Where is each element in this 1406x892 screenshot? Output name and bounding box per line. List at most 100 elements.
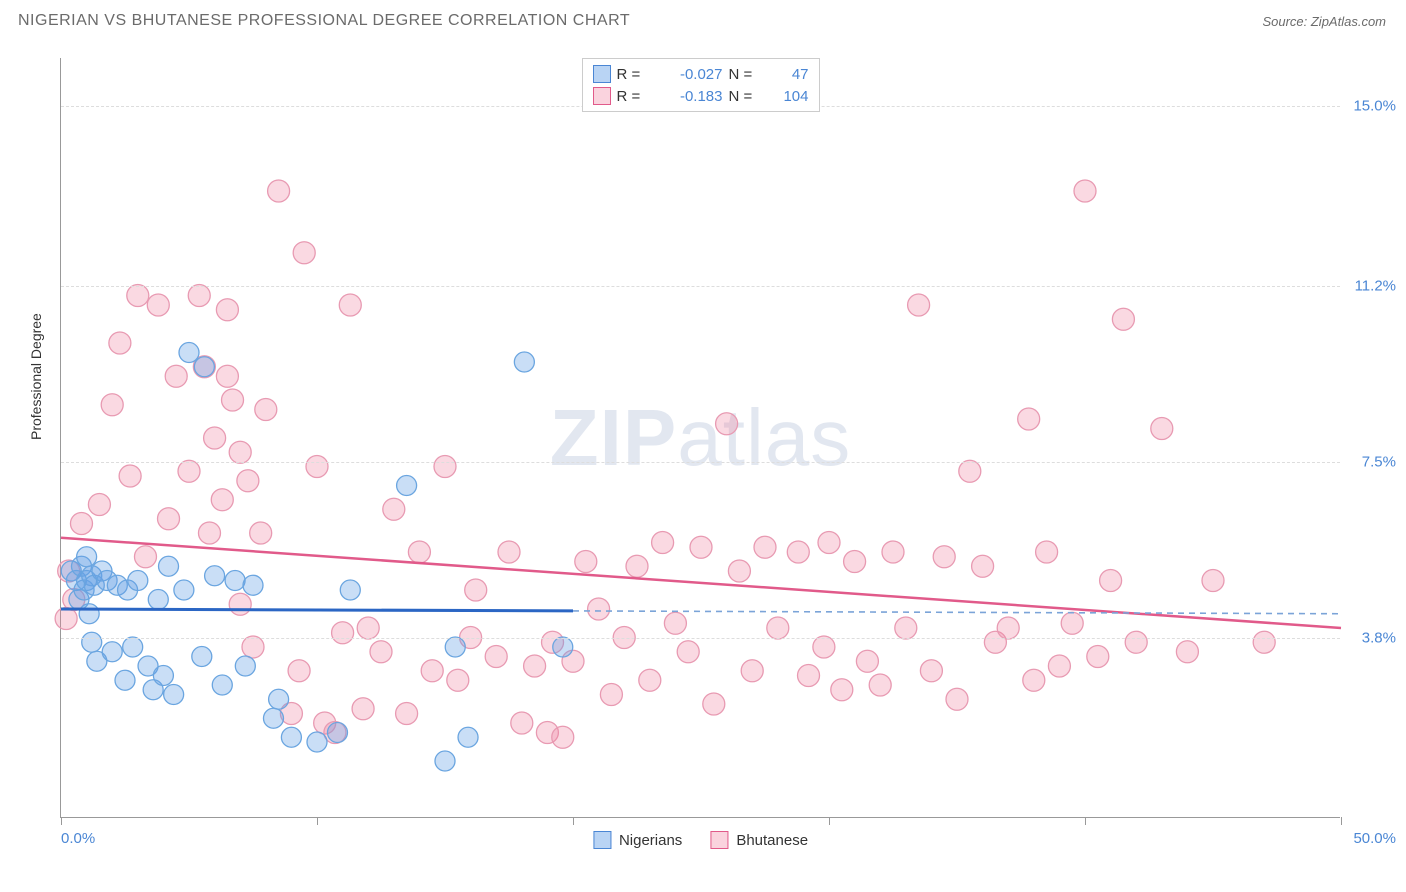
point-bhutanese: [127, 285, 149, 307]
point-bhutanese: [1151, 418, 1173, 440]
point-nigerians: [340, 580, 360, 600]
point-bhutanese: [626, 555, 648, 577]
point-bhutanese: [844, 551, 866, 573]
point-bhutanese: [288, 660, 310, 682]
point-bhutanese: [188, 285, 210, 307]
point-bhutanese: [787, 541, 809, 563]
point-nigerians: [164, 685, 184, 705]
point-bhutanese: [690, 536, 712, 558]
point-bhutanese: [1036, 541, 1058, 563]
point-bhutanese: [119, 465, 141, 487]
point-bhutanese: [767, 617, 789, 639]
point-bhutanese: [222, 389, 244, 411]
point-nigerians: [115, 670, 135, 690]
point-bhutanese: [237, 470, 259, 492]
point-bhutanese: [511, 712, 533, 734]
legend-item-bhutanese: Bhutanese: [710, 831, 808, 849]
point-nigerians: [82, 632, 102, 652]
point-bhutanese: [408, 541, 430, 563]
source-attribution: Source: ZipAtlas.com: [1262, 14, 1386, 29]
point-nigerians: [553, 637, 573, 657]
point-bhutanese: [158, 508, 180, 530]
point-bhutanese: [1253, 631, 1275, 653]
point-bhutanese: [798, 665, 820, 687]
point-bhutanese: [211, 489, 233, 511]
point-bhutanese: [856, 650, 878, 672]
x-tick: [61, 817, 62, 825]
point-bhutanese: [465, 579, 487, 601]
point-nigerians: [269, 689, 289, 709]
point-bhutanese: [332, 622, 354, 644]
point-bhutanese: [293, 242, 315, 264]
y-tick-label: 7.5%: [1362, 453, 1396, 470]
legend-row-nigerians: R = -0.027 N = 47: [593, 63, 809, 85]
point-bhutanese: [869, 674, 891, 696]
point-bhutanese: [250, 522, 272, 544]
point-nigerians: [123, 637, 143, 657]
n-value-bhutanese: 104: [771, 88, 809, 105]
point-nigerians: [205, 566, 225, 586]
point-bhutanese: [396, 703, 418, 725]
point-bhutanese: [524, 655, 546, 677]
r-value-bhutanese: -0.183: [659, 88, 723, 105]
x-tick: [829, 817, 830, 825]
point-bhutanese: [639, 669, 661, 691]
point-nigerians: [235, 656, 255, 676]
swatch-blue-icon: [593, 65, 611, 83]
point-bhutanese: [1023, 669, 1045, 691]
plot-area: ZIPatlas R = -0.027 N = 47 R = -0.183 N …: [60, 58, 1340, 818]
r-value-nigerians: -0.027: [659, 66, 723, 83]
y-tick-label: 15.0%: [1353, 97, 1396, 114]
point-bhutanese: [216, 299, 238, 321]
point-bhutanese: [600, 684, 622, 706]
point-nigerians: [159, 556, 179, 576]
chart-title: NIGERIAN VS BHUTANESE PROFESSIONAL DEGRE…: [18, 12, 630, 30]
point-nigerians: [148, 590, 168, 610]
point-bhutanese: [972, 555, 994, 577]
point-bhutanese: [652, 532, 674, 554]
point-bhutanese: [178, 460, 200, 482]
point-bhutanese: [1018, 408, 1040, 430]
swatch-pink-icon: [710, 831, 728, 849]
gridline: [61, 462, 1340, 463]
point-bhutanese: [920, 660, 942, 682]
point-bhutanese: [664, 612, 686, 634]
y-tick-label: 11.2%: [1355, 278, 1396, 295]
point-bhutanese: [255, 399, 277, 421]
point-nigerians: [153, 666, 173, 686]
point-bhutanese: [370, 641, 392, 663]
point-bhutanese: [813, 636, 835, 658]
point-bhutanese: [946, 688, 968, 710]
point-nigerians: [458, 727, 478, 747]
point-bhutanese: [933, 546, 955, 568]
point-bhutanese: [677, 641, 699, 663]
point-bhutanese: [421, 660, 443, 682]
swatch-pink-icon: [593, 87, 611, 105]
x-min-label: 0.0%: [61, 830, 95, 847]
y-axis-label: Professional Degree: [28, 313, 44, 440]
n-value-nigerians: 47: [771, 66, 809, 83]
legend-item-nigerians: Nigerians: [593, 831, 682, 849]
point-bhutanese: [703, 693, 725, 715]
x-tick: [1341, 817, 1342, 825]
point-bhutanese: [1061, 612, 1083, 634]
point-bhutanese: [1176, 641, 1198, 663]
point-bhutanese: [1074, 180, 1096, 202]
point-bhutanese: [134, 546, 156, 568]
point-bhutanese: [229, 441, 251, 463]
point-nigerians: [435, 751, 455, 771]
point-bhutanese: [485, 646, 507, 668]
point-bhutanese: [383, 498, 405, 520]
point-nigerians: [307, 732, 327, 752]
x-max-label: 50.0%: [1353, 830, 1396, 847]
point-bhutanese: [818, 532, 840, 554]
point-nigerians: [212, 675, 232, 695]
point-nigerians: [243, 575, 263, 595]
x-tick: [317, 817, 318, 825]
point-bhutanese: [357, 617, 379, 639]
point-bhutanese: [895, 617, 917, 639]
point-nigerians: [397, 476, 417, 496]
point-bhutanese: [268, 180, 290, 202]
point-nigerians: [128, 571, 148, 591]
point-bhutanese: [716, 413, 738, 435]
